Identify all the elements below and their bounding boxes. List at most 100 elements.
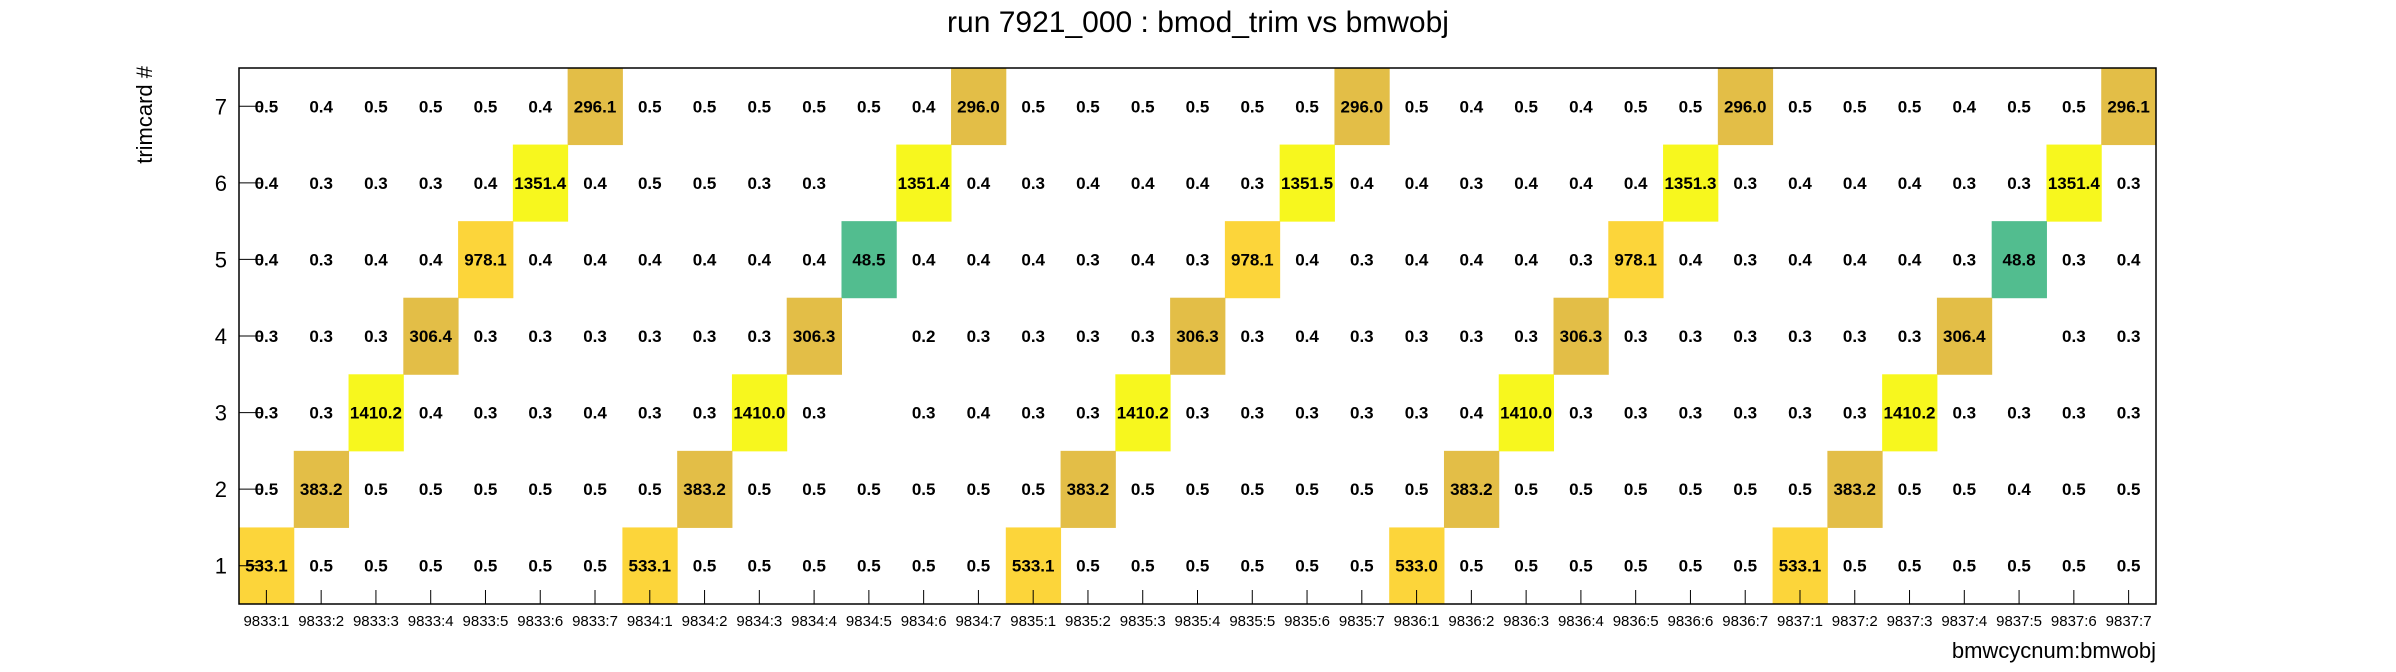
cell-value: 0.2: [912, 327, 936, 346]
heatmap-cell: [1443, 450, 1500, 528]
cell-value: 0.5: [638, 97, 662, 116]
cell-value: 0.3: [2007, 174, 2031, 193]
cell-value: 0.5: [1076, 557, 1100, 576]
cell-value: 0.4: [1131, 250, 1155, 269]
cell-value: 0.5: [1679, 557, 1703, 576]
cell-value: 0.3: [1679, 327, 1703, 346]
cell-value: 0.3: [528, 404, 552, 423]
cell-value: 0.3: [2117, 327, 2141, 346]
x-tick-label: 9833:6: [517, 613, 563, 630]
heatmap-cell: [1827, 450, 1883, 528]
cell-value: 0.4: [528, 97, 552, 116]
cell-value: 0.5: [1679, 480, 1703, 499]
x-tick-label: 9834:4: [791, 613, 837, 630]
cell-value: 0.3: [2062, 404, 2086, 423]
cell-value: 0.4: [1788, 250, 1812, 269]
x-tick-label: 9836:7: [1722, 613, 1768, 630]
cell-value: 0.3: [1460, 174, 1484, 193]
cell-value: 0.3: [1405, 327, 1429, 346]
cell-value: 0.5: [1624, 480, 1648, 499]
cell-value: 0.4: [748, 250, 772, 269]
cell-value: 1351.4: [514, 174, 567, 193]
cell-value: 0.3: [1952, 404, 1976, 423]
heatmap-cell: [896, 144, 952, 222]
cell-value: 0.3: [1076, 404, 1100, 423]
cell-value: 0.5: [2117, 557, 2141, 576]
cell-value: 296.1: [574, 97, 617, 116]
x-tick-label: 9834:7: [955, 613, 1001, 630]
heatmap-cell: [348, 374, 404, 452]
cell-value: 533.1: [1012, 557, 1055, 576]
cell-value: 0.4: [1460, 404, 1484, 423]
cell-value: 0.4: [1295, 250, 1319, 269]
cell-value: 0.5: [474, 480, 498, 499]
cell-value: 533.1: [1779, 557, 1822, 576]
cell-value: 0.5: [474, 97, 498, 116]
cell-value: 0.3: [1021, 327, 1045, 346]
heatmap-cell: [458, 221, 514, 299]
cell-value: 0.5: [802, 557, 826, 576]
cell-value: 306.3: [1176, 327, 1219, 346]
x-tick-label: 9837:1: [1777, 613, 1823, 630]
cell-value: 306.4: [409, 327, 452, 346]
cell-value: 0.5: [802, 97, 826, 116]
cell-value: 0.5: [967, 557, 991, 576]
cell-value: 0.5: [2007, 97, 2031, 116]
cell-value: 0.3: [802, 174, 826, 193]
cell-value: 0.5: [638, 174, 662, 193]
heatmap-cell: [1663, 144, 1719, 222]
cell-value: 306.4: [1943, 327, 1986, 346]
cell-value: 296.0: [1341, 97, 1384, 116]
cell-value: 0.4: [255, 174, 279, 193]
cell-value: 0.3: [1186, 404, 1210, 423]
y-tick-label: 5: [215, 247, 227, 272]
cell-value: 0.5: [1898, 557, 1922, 576]
cell-value: 0.5: [1624, 97, 1648, 116]
cell-value: 0.5: [1679, 97, 1703, 116]
cell-value: 0.4: [1624, 174, 1648, 193]
cell-value: 0.3: [1952, 174, 1976, 193]
heatmap-cell: [1991, 221, 2047, 299]
cell-value: 0.4: [583, 250, 607, 269]
cell-value: 383.2: [683, 480, 726, 499]
cell-value: 0.3: [1569, 404, 1593, 423]
cell-value: 0.5: [1843, 97, 1867, 116]
cell-value: 0.4: [1131, 174, 1155, 193]
cell-value: 0.5: [857, 557, 881, 576]
cell-value: 0.3: [309, 404, 333, 423]
cell-value: 0.5: [857, 97, 881, 116]
cell-value: 0.5: [1350, 480, 1374, 499]
x-tick-label: 9836:6: [1667, 613, 1713, 630]
cell-value: 0.3: [1021, 404, 1045, 423]
cell-value: 0.5: [1240, 480, 1264, 499]
cell-value: 0.5: [583, 480, 607, 499]
cell-value: 1351.4: [898, 174, 951, 193]
cell-value: 0.5: [1295, 557, 1319, 576]
cell-value: 0.5: [528, 480, 552, 499]
cell-value: 0.3: [1131, 327, 1155, 346]
heatmap-cell: [293, 450, 350, 528]
cell-value: 0.5: [1240, 557, 1264, 576]
cell-value: 0.3: [2117, 174, 2141, 193]
cell-value: 0.5: [2117, 480, 2141, 499]
cell-value: 0.4: [1076, 174, 1100, 193]
cell-value: 0.3: [1350, 404, 1374, 423]
cell-value: 0.5: [1952, 480, 1976, 499]
x-tick-label: 9836:1: [1394, 613, 1440, 630]
cell-value: 0.3: [309, 327, 333, 346]
cell-value: 0.5: [1843, 557, 1867, 576]
cell-value: 0.3: [748, 174, 772, 193]
cell-value: 0.5: [1186, 97, 1210, 116]
heatmap-cell: [731, 374, 788, 452]
cell-value: 48.5: [852, 250, 885, 269]
cell-value: 0.3: [1240, 327, 1264, 346]
cell-value: 1351.4: [2048, 174, 2101, 193]
cell-value: 0.5: [1076, 97, 1100, 116]
cell-value: 0.5: [1131, 557, 1155, 576]
heatmap-cell: [1279, 144, 1335, 222]
x-tick-label: 9833:4: [408, 613, 454, 630]
y-tick-label: 6: [215, 171, 227, 196]
x-tick-label: 9835:5: [1229, 613, 1275, 630]
x-tick-label: 9835:4: [1175, 613, 1221, 630]
heatmap-cell: [1717, 68, 1774, 146]
